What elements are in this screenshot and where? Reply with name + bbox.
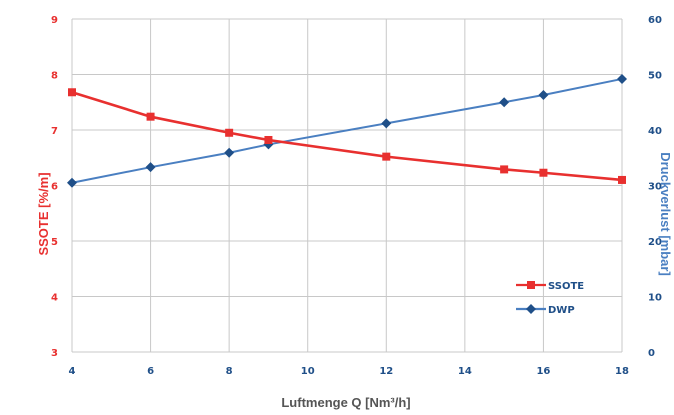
data-point-ssote bbox=[618, 175, 626, 184]
data-point-ssote bbox=[68, 88, 76, 97]
y-left-tick-label: 3 bbox=[51, 348, 58, 359]
legend-label-dwp: DWP bbox=[548, 305, 575, 316]
x-tick-label: 14 bbox=[458, 366, 472, 377]
y-left-tick-label: 6 bbox=[51, 182, 58, 193]
y-right-axis-title: Druckverlust [mbar] bbox=[658, 152, 673, 276]
y-left-tick-label: 4 bbox=[51, 293, 58, 304]
x-axis-title: Luftmenge Q [Nm³/h] bbox=[281, 395, 410, 410]
series-line-ssote bbox=[71, 91, 623, 182]
data-point-ssote bbox=[225, 128, 234, 137]
data-point-ssote bbox=[264, 135, 273, 144]
y-left-tick-label: 7 bbox=[51, 126, 58, 137]
y-right-tick-label: 30 bbox=[648, 182, 662, 193]
y-right-tick-label: 40 bbox=[648, 126, 662, 137]
data-point-ssote bbox=[527, 281, 535, 289]
y-right-tick-label: 50 bbox=[648, 71, 662, 82]
data-point-dwp bbox=[499, 97, 510, 108]
series-line-dwp bbox=[71, 77, 623, 184]
y-right-tick-label: 0 bbox=[648, 348, 655, 359]
data-point-ssote bbox=[382, 152, 391, 161]
data-point-dwp bbox=[145, 162, 156, 173]
y-left-axis-title: SSOTE [%/m] bbox=[36, 172, 51, 255]
x-tick-labels: 4 6 8 10 12 14 16 18 bbox=[69, 366, 629, 377]
legend: SSOTE DWP bbox=[516, 281, 584, 316]
x-tick-label: 4 bbox=[69, 366, 76, 377]
data-point-ssote bbox=[500, 165, 509, 174]
x-tick-label: 8 bbox=[226, 366, 233, 377]
y-left-tick-labels: 3 4 5 6 7 8 9 bbox=[51, 15, 58, 359]
y-left-tick-label: 8 bbox=[51, 71, 58, 82]
x-tick-label: 12 bbox=[379, 366, 393, 377]
data-point-ssote bbox=[539, 168, 548, 177]
x-tick-label: 16 bbox=[536, 366, 550, 377]
data-point-dwp bbox=[224, 147, 235, 158]
grid bbox=[71, 18, 623, 353]
y-right-tick-label: 60 bbox=[648, 15, 662, 26]
data-point-dwp bbox=[67, 177, 77, 188]
y-right-tick-label: 10 bbox=[648, 293, 662, 304]
data-point-dwp bbox=[526, 304, 536, 314]
legend-label-ssote: SSOTE bbox=[548, 281, 584, 292]
y-left-tick-label: 9 bbox=[51, 15, 58, 26]
y-right-tick-labels: 0 10 20 30 40 50 60 bbox=[648, 15, 662, 359]
data-point-dwp bbox=[538, 90, 549, 101]
x-tick-label: 18 bbox=[615, 366, 629, 377]
data-point-dwp bbox=[617, 73, 627, 84]
x-tick-label: 10 bbox=[301, 366, 315, 377]
series-layer bbox=[67, 73, 627, 188]
y-right-tick-label: 20 bbox=[648, 237, 662, 248]
y-left-tick-label: 5 bbox=[51, 237, 58, 248]
data-point-ssote bbox=[146, 112, 155, 121]
data-point-dwp bbox=[381, 118, 392, 129]
x-tick-label: 6 bbox=[147, 366, 154, 377]
